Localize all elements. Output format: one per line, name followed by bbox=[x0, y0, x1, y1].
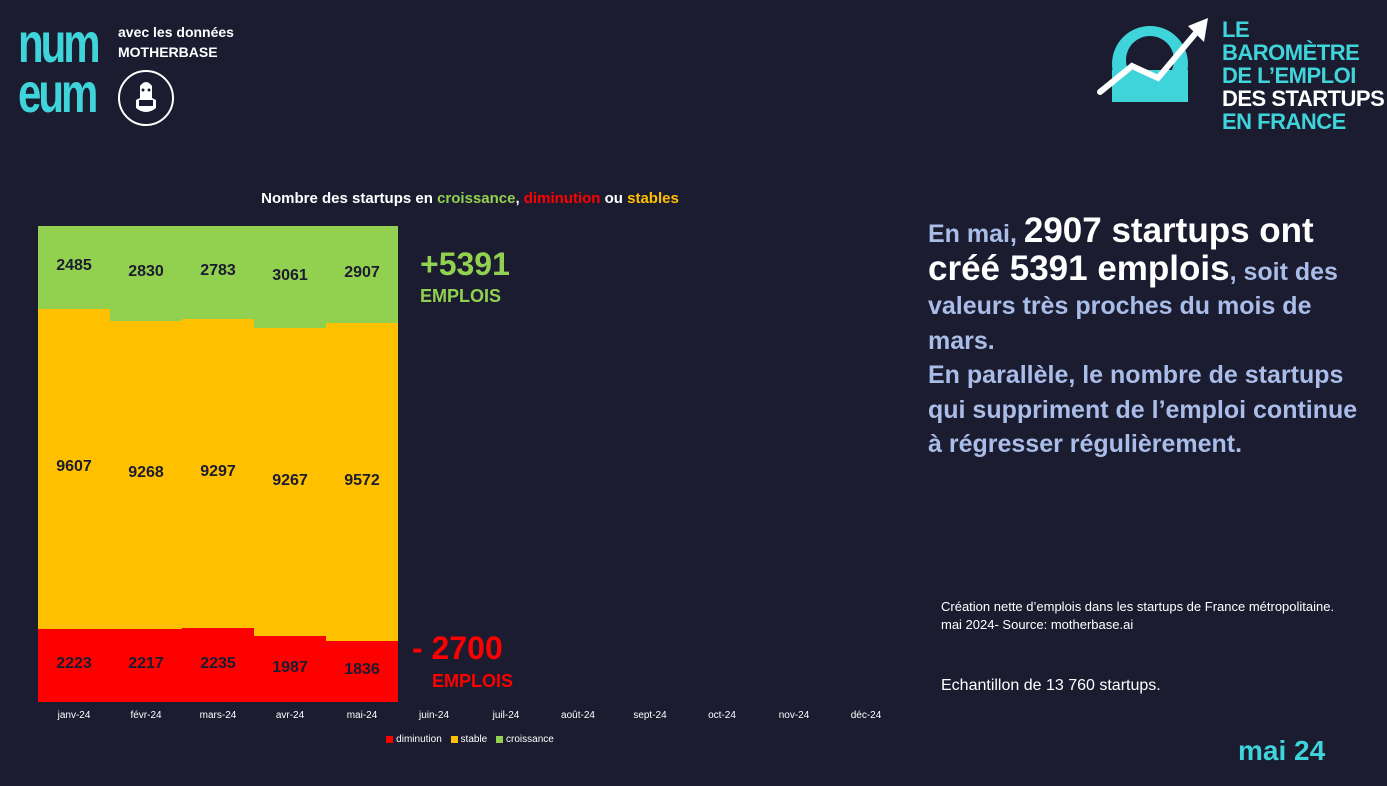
x-tick-label: août-24 bbox=[561, 710, 595, 721]
data-label: 2783 bbox=[200, 262, 236, 280]
commentary-highlight: 2907 startups ont créé 5391 emplois bbox=[928, 211, 1314, 288]
data-label: 2223 bbox=[56, 655, 92, 673]
commentary-part: En parallèle, le nombre de startups qui … bbox=[928, 361, 1358, 458]
baro-line: DE L’EMPLOI bbox=[1222, 63, 1356, 88]
barometre-logo-icon bbox=[1092, 14, 1214, 107]
data-label: 3061 bbox=[272, 266, 308, 284]
bar-segment-diminution bbox=[38, 628, 110, 703]
x-tick-label: mai-24 bbox=[346, 710, 378, 721]
x-tick-label: janv-24 bbox=[57, 710, 91, 721]
legend-item: diminution bbox=[386, 734, 442, 745]
x-tick-label: déc-24 bbox=[850, 710, 882, 721]
legend-item: croissance bbox=[496, 734, 554, 745]
barometre-title: LE BAROMÈTRE DE L’EMPLOI DES STARTUPS EN… bbox=[1222, 18, 1387, 133]
bar-segment-diminution bbox=[110, 628, 182, 703]
x-tick-label: févr-24 bbox=[130, 710, 162, 721]
credit-line2: MOTHERBASE bbox=[118, 44, 218, 60]
source-line: Création nette d’emplois dans les startu… bbox=[941, 599, 1335, 614]
data-label: 9297 bbox=[200, 463, 236, 481]
data-label: 1987 bbox=[272, 658, 308, 676]
numeum-logo: num eum bbox=[18, 11, 101, 124]
x-tick-label: juin-24 bbox=[418, 710, 450, 721]
sample-size: Echantillon de 13 760 startups. bbox=[941, 677, 1161, 694]
baro-line: LE BAROMÈTRE bbox=[1222, 17, 1360, 65]
loss-value: - 2700 bbox=[412, 630, 503, 666]
gain-label: EMPLOIS bbox=[420, 286, 502, 306]
legend-label: stable bbox=[460, 734, 488, 745]
data-credit: avec les données MOTHERBASE bbox=[118, 22, 234, 62]
commentary: En mai, 2907 startups ont créé 5391 empl… bbox=[928, 211, 1378, 462]
bar-segment-stable bbox=[182, 318, 254, 629]
commentary-part: En mai, bbox=[928, 220, 1024, 248]
motherbase-robot-icon bbox=[118, 70, 174, 126]
x-tick-label: juil-24 bbox=[492, 710, 520, 721]
data-label: 2485 bbox=[56, 257, 92, 275]
bar-segment-diminution bbox=[182, 627, 254, 703]
title-part: Nombre des startups en bbox=[261, 190, 438, 207]
bar-segment-stable bbox=[38, 308, 110, 629]
title-stables: stables bbox=[627, 190, 679, 207]
bar-segment-diminution bbox=[326, 640, 398, 703]
data-label: 2217 bbox=[128, 655, 164, 673]
chart-legend: diminution stable croissance bbox=[0, 734, 940, 746]
baro-line: EN FRANCE bbox=[1222, 109, 1346, 134]
period-label: mai 24 bbox=[1238, 735, 1326, 766]
bar-segment-stable bbox=[110, 320, 182, 629]
x-tick-label: oct-24 bbox=[708, 710, 736, 721]
bar-segment-croissance bbox=[110, 226, 182, 321]
credit-line1: avec les données bbox=[118, 24, 234, 40]
chart-title: Nombre des startups en croissance, dimin… bbox=[0, 190, 940, 207]
source-note: Création nette d’emplois dans les startu… bbox=[941, 598, 1361, 634]
commentary-part: , soit des valeurs très proches du mois … bbox=[928, 257, 1338, 355]
title-part: ou bbox=[600, 190, 628, 207]
legend-label: croissance bbox=[506, 734, 554, 745]
data-label: 9268 bbox=[128, 464, 164, 482]
data-label: 9572 bbox=[344, 471, 380, 489]
title-croissance: croissance bbox=[437, 190, 516, 207]
stacked-bar-chart: janv-24 2223 9607 2485 févr-24 2217 9268 2830 ma… bbox=[38, 226, 882, 721]
baro-line: DES STARTUPS bbox=[1222, 86, 1385, 111]
title-diminution: diminution bbox=[523, 190, 601, 207]
data-label: 2830 bbox=[128, 263, 164, 281]
legend-item: stable bbox=[450, 734, 488, 745]
title-part: , bbox=[515, 190, 524, 207]
data-label: 9267 bbox=[272, 471, 308, 489]
bar-segment-croissance bbox=[254, 226, 326, 329]
data-label: 2235 bbox=[200, 654, 236, 672]
bar-segment-diminution bbox=[254, 635, 326, 703]
x-tick-label: avr-24 bbox=[275, 710, 305, 721]
bar-segment-stable bbox=[254, 327, 326, 637]
data-label: 2907 bbox=[344, 264, 380, 282]
bar-segment-stable bbox=[326, 322, 398, 642]
bar-segment-croissance bbox=[326, 226, 398, 324]
x-tick-label: nov-24 bbox=[778, 710, 810, 721]
source-line: mai 2024- Source: motherbase.ai bbox=[941, 617, 1134, 632]
loss-label: EMPLOIS bbox=[432, 671, 514, 691]
legend-label: diminution bbox=[396, 734, 442, 745]
gain-value: +5391 bbox=[420, 246, 510, 282]
bar-segment-croissance bbox=[182, 226, 254, 320]
x-tick-label: mars-24 bbox=[199, 710, 237, 721]
x-tick-label: sept-24 bbox=[633, 710, 667, 721]
data-label: 1836 bbox=[344, 661, 380, 679]
data-label: 9607 bbox=[56, 458, 92, 476]
bar-segment-croissance bbox=[38, 226, 110, 310]
